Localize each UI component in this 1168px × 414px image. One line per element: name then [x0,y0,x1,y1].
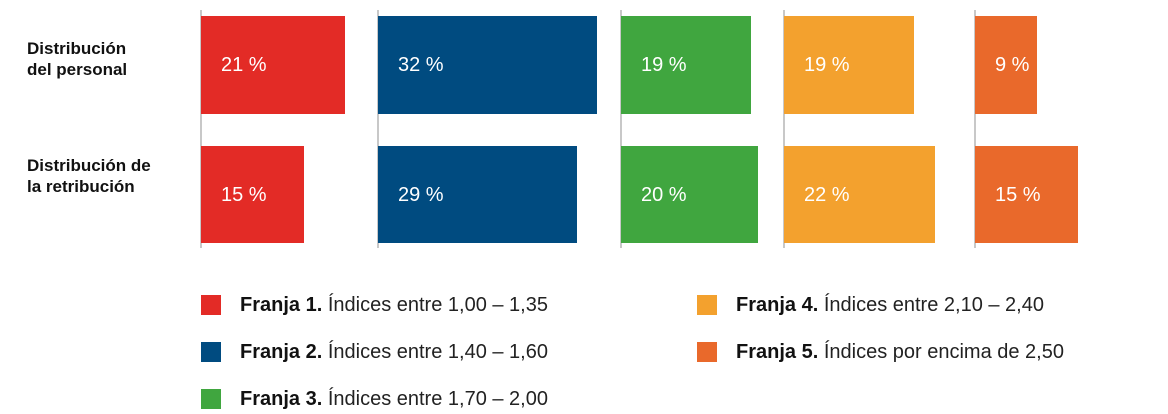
value-label: 21 % [221,54,267,76]
baseline [377,10,379,248]
bar [201,146,304,243]
legend-swatch [697,295,717,315]
legend-swatch [201,342,221,362]
value-label: 32 % [398,54,444,76]
legend-name: Franja 5. [736,341,819,363]
legend-entry: Franja 3. Índices entre 1,70 – 2,00 [240,387,548,411]
value-label: 15 % [995,183,1041,206]
legend-entry: Franja 5. Índices por encima de 2,50 [736,340,1064,364]
legend-label: Índices entre 2,10 – 2,40 [823,294,1044,316]
bar [621,16,752,114]
legend-label: Índices entre 1,70 – 2,00 [327,388,548,410]
baseline [200,10,202,248]
value-label: 22 % [804,183,850,206]
bar [378,146,577,243]
legend-swatch [201,389,221,409]
bar [975,146,1078,243]
baseline [974,10,976,248]
legend-entry: Franja 2. Índices entre 1,40 – 1,60 [240,340,548,364]
legend-swatch [697,342,717,362]
legend-name: Franja 2. [240,341,323,363]
bar [201,16,345,114]
value-label: 20 % [641,183,687,206]
bar [378,16,598,114]
value-label: 29 % [398,183,444,206]
legend-label: Índices entre 1,00 – 1,35 [327,294,548,316]
value-label: 19 % [641,54,687,76]
baseline [620,10,622,248]
baseline [783,10,785,248]
legend-name: Franja 3. [240,388,323,410]
bar [784,146,935,243]
legend-swatch [201,295,221,315]
bar [975,16,1037,114]
bar [784,16,915,114]
legend-label: Índices por encima de 2,50 [823,341,1064,363]
legend-entry: Franja 1. Índices entre 1,00 – 1,35 [240,293,548,317]
value-label: 15 % [221,183,267,206]
row-label: Distribución del personal [27,39,128,79]
legend-label: Índices entre 1,40 – 1,60 [327,341,548,363]
row-label: Distribución de la retribución [27,156,151,196]
legend-entry: Franja 4. Índices entre 2,10 – 2,40 [736,293,1044,317]
value-label: 9 % [995,54,1030,76]
bar [621,146,758,243]
value-label: 19 % [804,54,850,76]
legend-name: Franja 1. [240,294,323,316]
legend-name: Franja 4. [736,294,819,316]
